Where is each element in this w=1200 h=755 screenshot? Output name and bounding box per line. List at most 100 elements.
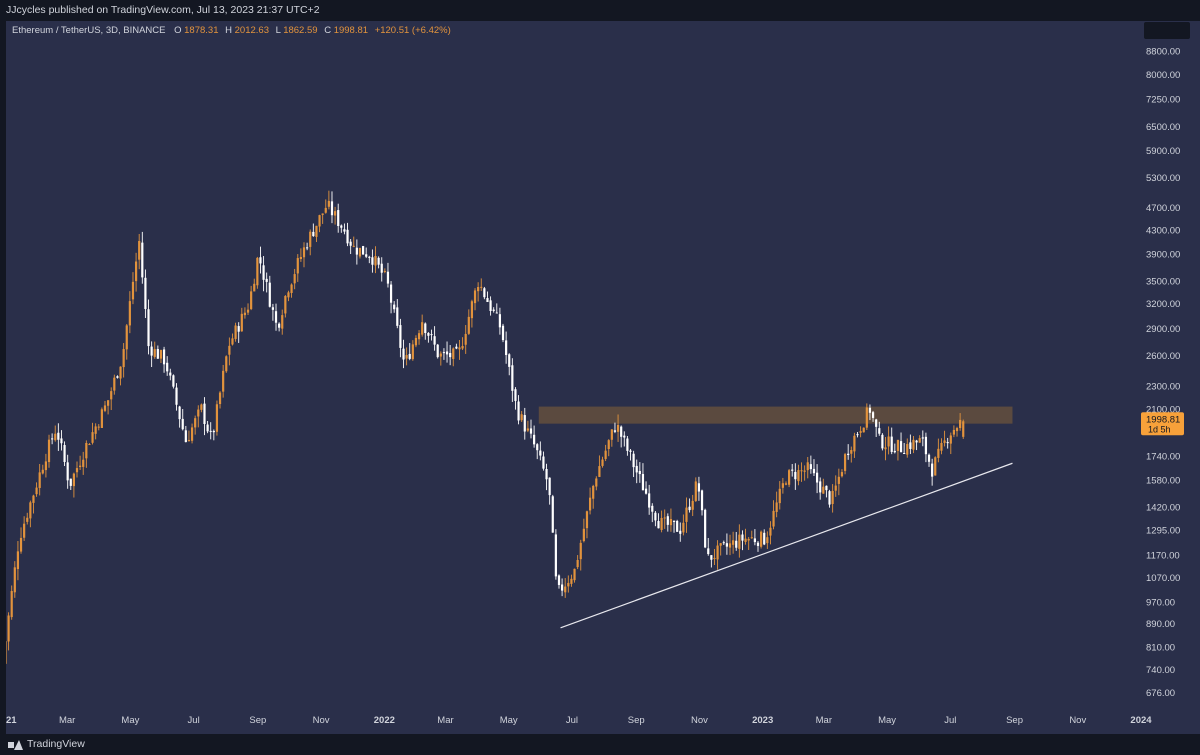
legend-o-label: O: [174, 25, 181, 36]
legend-l-value: 1862.59: [283, 25, 317, 36]
candle-body: [414, 337, 418, 346]
candle-body: [542, 456, 545, 469]
candle-body: [119, 366, 122, 379]
candle-body: [349, 241, 352, 246]
y-tick-label: 2900.00: [1146, 324, 1180, 335]
candle-body: [691, 500, 694, 510]
candle-body: [340, 225, 343, 228]
candle-body: [672, 520, 676, 522]
candle-body: [159, 350, 163, 359]
candle-body: [492, 309, 495, 311]
candle-body: [38, 472, 41, 488]
candle-body: [175, 387, 178, 405]
candle-body: [744, 538, 747, 542]
candle-body: [194, 418, 197, 428]
candle-body: [713, 557, 716, 559]
candle-body: [318, 215, 321, 227]
candle-body: [508, 354, 511, 367]
y-tick-label: 7250.00: [1146, 95, 1180, 106]
candle-body: [828, 491, 831, 505]
candle-body: [4, 641, 7, 664]
candle-body: [850, 450, 853, 454]
x-tick-label: 2024: [1130, 715, 1152, 726]
candle-body: [268, 282, 271, 307]
candle-body: [29, 502, 32, 519]
y-tick-label: 2600.00: [1146, 351, 1180, 362]
candle-body: [654, 512, 657, 521]
candle-body: [595, 478, 598, 487]
candle-body: [859, 431, 862, 433]
candle-body: [309, 231, 312, 247]
candle-body: [250, 291, 253, 310]
candle-body: [607, 440, 610, 450]
candle-body: [343, 229, 346, 232]
candle-body: [787, 470, 791, 485]
candle-body: [330, 201, 334, 216]
candle-body: [520, 414, 523, 421]
candle-body: [959, 419, 962, 429]
candle-body: [819, 481, 822, 493]
candle-body: [812, 468, 816, 474]
candle-body: [610, 429, 613, 440]
candle-body: [337, 210, 340, 227]
candle-body: [389, 284, 393, 303]
candle-body: [153, 349, 156, 357]
candle-body: [843, 454, 847, 471]
y-tick-label: 1295.00: [1146, 525, 1180, 536]
candle-body: [44, 461, 48, 471]
candle-body: [884, 447, 887, 450]
candle-body: [803, 470, 806, 472]
candle-body: [949, 435, 952, 444]
candle-body: [613, 430, 617, 432]
candle-body: [141, 242, 144, 278]
candle-body: [719, 543, 722, 546]
candle-body: [868, 407, 872, 413]
candle-body: [800, 470, 803, 472]
candle-body: [806, 462, 809, 471]
candle-body: [825, 485, 828, 491]
x-tick-label: May: [121, 715, 139, 726]
candle-body: [946, 442, 949, 444]
candle-body: [365, 254, 368, 257]
candle-body: [666, 516, 669, 525]
candle-body: [747, 538, 750, 541]
candle-body: [473, 290, 477, 304]
scale-settings-box[interactable]: [1144, 22, 1190, 39]
candle-body: [187, 439, 191, 442]
candle-body: [63, 445, 66, 462]
candle-body: [271, 307, 275, 310]
candle-body: [834, 485, 837, 491]
chart-area[interactable]: 8800.00 8000.00 7250.00 6500.00 5900.00 5300.…: [0, 21, 1200, 734]
candle-body: [697, 483, 701, 492]
x-tick-label: Sep: [628, 715, 645, 726]
candle-body: [47, 439, 51, 463]
x-tick-label: Nov: [691, 715, 708, 726]
candle-body: [312, 231, 315, 237]
candle-body: [122, 349, 125, 368]
candle-body: [110, 391, 113, 400]
candle-body: [784, 483, 788, 485]
candle-body: [560, 584, 564, 591]
candle-body: [147, 309, 150, 347]
candle-body: [934, 457, 937, 476]
candle-body: [470, 301, 474, 319]
candle-body: [663, 517, 666, 519]
x-tick-label: Sep: [249, 715, 266, 726]
price-chart[interactable]: 8800.00 8000.00 7250.00 6500.00 5900.00 5300.…: [0, 21, 1200, 734]
candle-body: [128, 301, 131, 326]
ascending-trendline[interactable]: [560, 462, 1013, 629]
candle-body: [545, 468, 548, 480]
y-tick-label: 6500.00: [1146, 122, 1180, 133]
candle-body: [197, 409, 200, 417]
candle-body: [19, 537, 23, 552]
candle-body: [231, 338, 234, 345]
tradingview-logo[interactable]: TradingView: [8, 734, 85, 755]
resistance-zone[interactable]: [538, 406, 1013, 424]
candle-body: [203, 403, 206, 425]
candle-body: [865, 407, 868, 428]
candle-body: [225, 356, 228, 372]
candle-body: [847, 453, 850, 455]
candle-body: [620, 426, 623, 437]
candle-body: [51, 438, 54, 440]
candle-body: [694, 481, 697, 502]
